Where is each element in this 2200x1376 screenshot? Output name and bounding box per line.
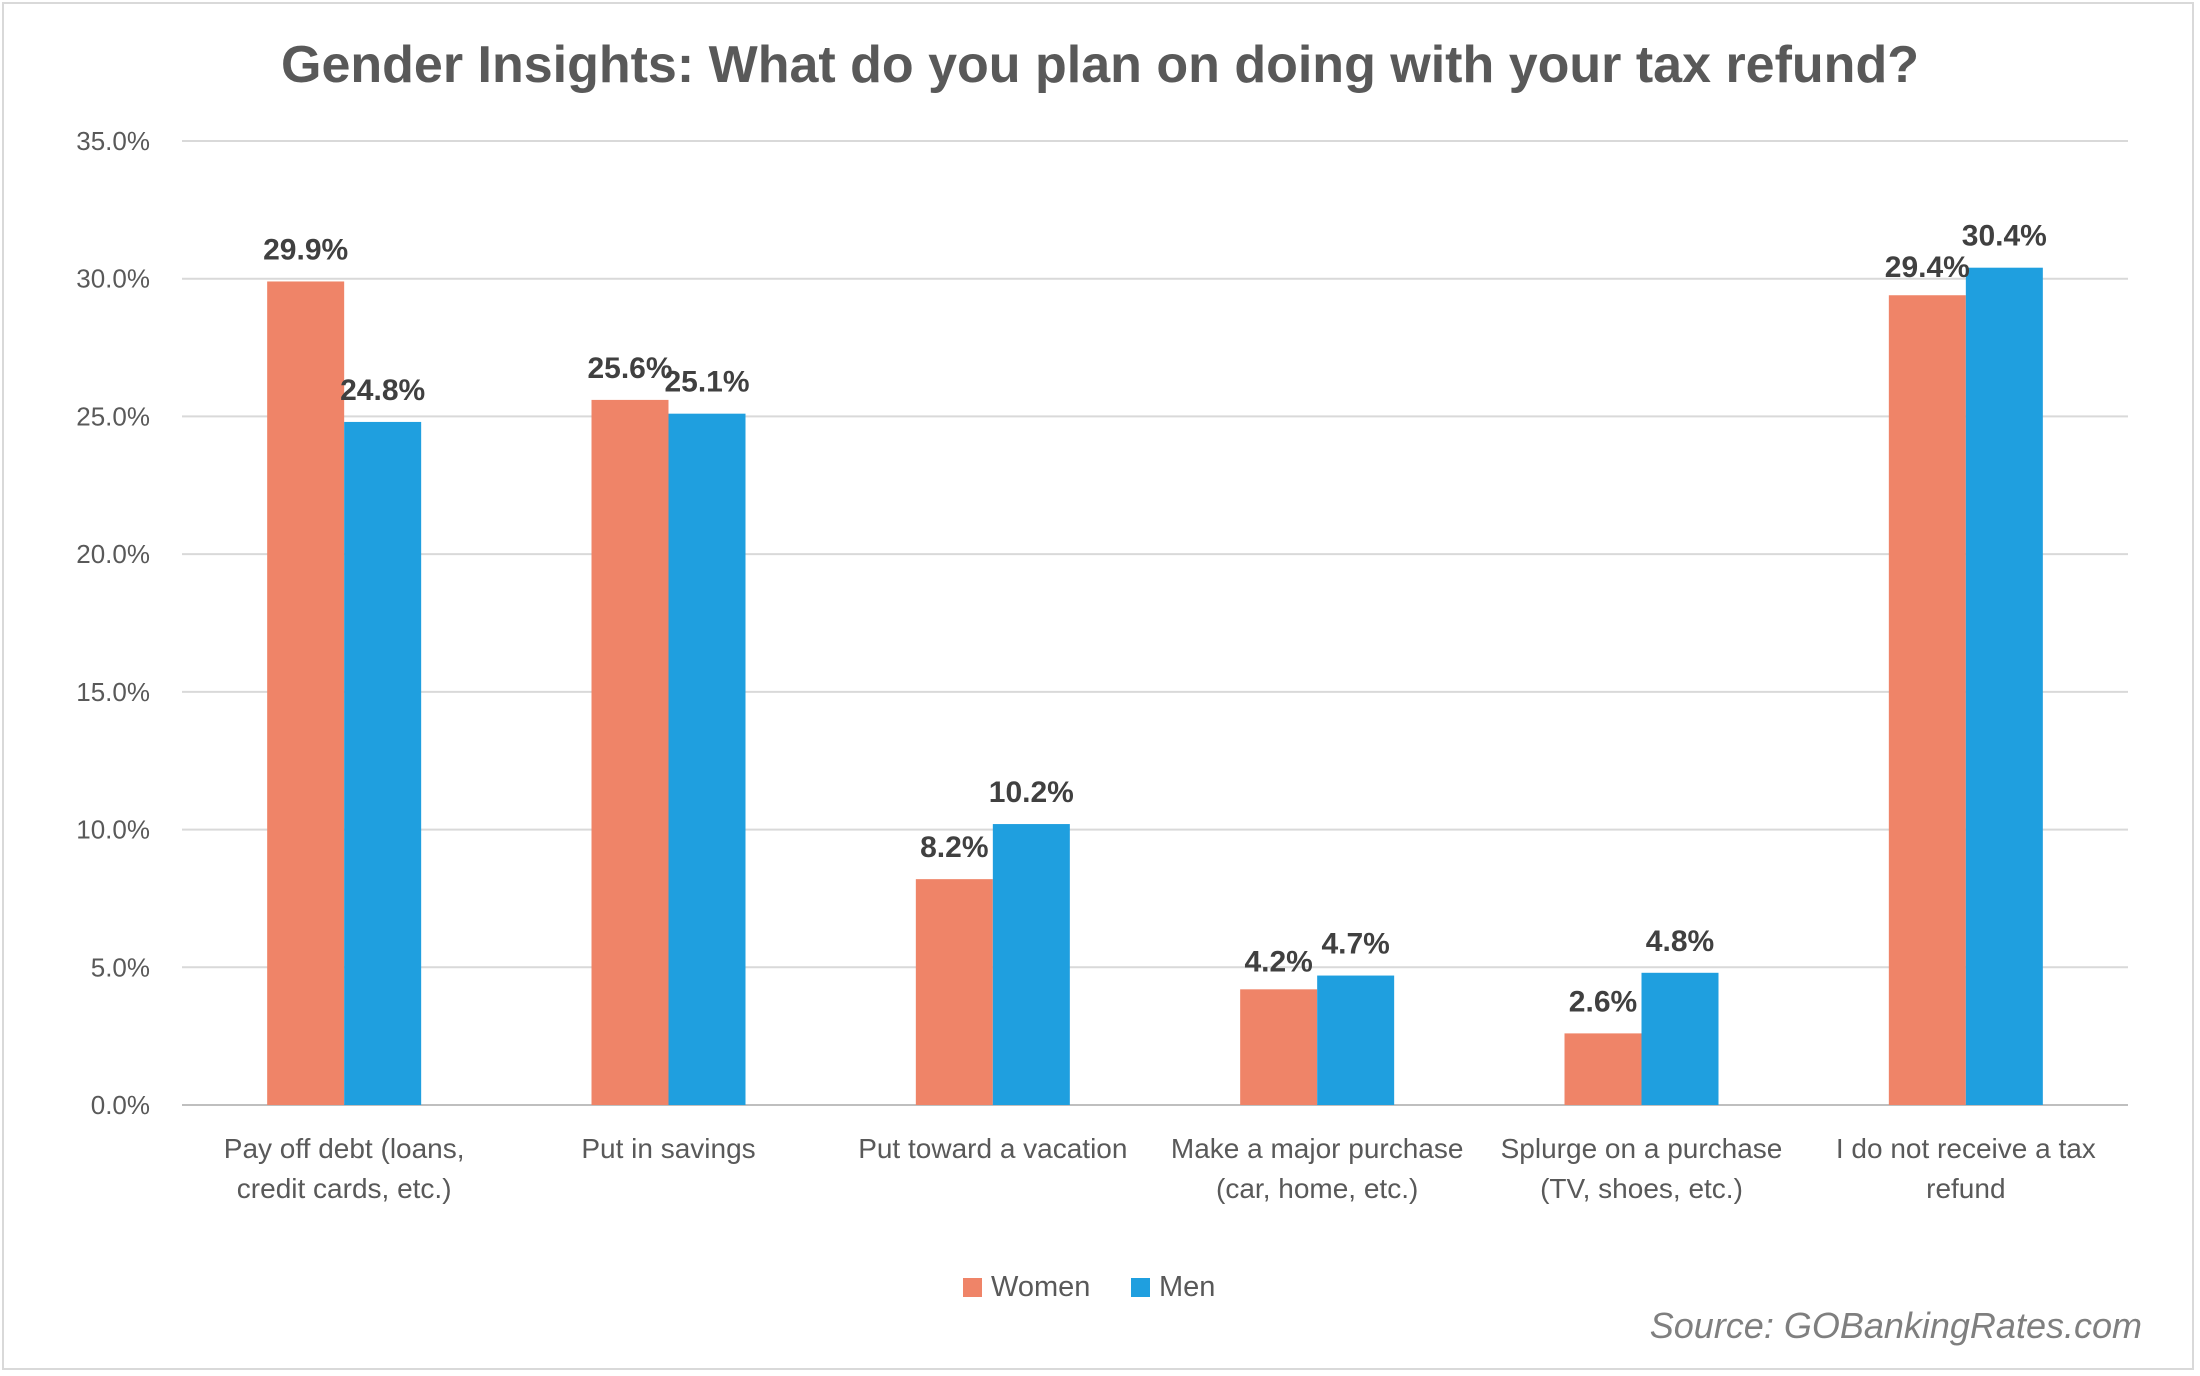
bars	[267, 267, 2043, 1106]
bar-men	[1317, 975, 1395, 1105]
data-label: 4.8%	[1646, 925, 1714, 958]
data-labels: 29.9% 24.8% 25.6%25.1% 8.2%10.2% 4.2% 4.7% 2.6…	[263, 220, 2047, 1019]
x-tick-label: Put toward a vacation	[858, 1133, 1127, 1164]
chart-title: Gender Insights: What do you plan on doi…	[281, 36, 1919, 94]
data-label: 4.7%	[1321, 928, 1389, 961]
x-tick-label: I do not receive a tax	[1836, 1133, 2096, 1164]
x-tick-label: Put in savings	[581, 1133, 755, 1164]
x-tick-label: Pay off debt (loans,	[224, 1133, 465, 1164]
data-label: 4.2%	[1244, 945, 1312, 978]
y-axis: 0.0% 5.0% 10.0% 15.0% 20.0% 25.0% 30.0% 35.0%	[76, 126, 150, 1120]
x-tick-label: (TV, shoes, etc.)	[1540, 1173, 1743, 1204]
bar-women	[267, 281, 345, 1105]
y-tick-label: 10.0%	[76, 815, 150, 845]
x-tick-label: Make a major purchase	[1171, 1133, 1464, 1164]
legend: Women Men	[963, 1271, 1215, 1303]
bar-men	[1965, 267, 2043, 1105]
legend-label-women: Women	[991, 1271, 1090, 1303]
y-tick-label: 5.0%	[91, 952, 150, 982]
bar-women	[591, 399, 669, 1106]
bar-men	[668, 413, 746, 1105]
bar-men	[1641, 972, 1719, 1105]
x-tick-label: credit cards, etc.)	[237, 1173, 452, 1204]
data-label: 29.4%	[1885, 251, 1970, 284]
data-label: 8.2%	[920, 831, 988, 864]
data-label: 24.8%	[340, 374, 425, 407]
data-label: 25.1%	[664, 366, 749, 399]
legend-swatch-men	[1131, 1278, 1150, 1297]
y-tick-label: 25.0%	[76, 401, 150, 431]
x-tick-label: (car, home, etc.)	[1216, 1173, 1418, 1204]
y-tick-label: 30.0%	[76, 264, 150, 294]
bar-men	[344, 421, 422, 1105]
data-label: 30.4%	[1962, 220, 2047, 253]
source-note: Source: GOBankingRates.com	[1650, 1305, 2142, 1346]
data-label: 2.6%	[1569, 985, 1637, 1018]
x-tick-label: refund	[1926, 1173, 2005, 1204]
legend-label-men: Men	[1159, 1271, 1215, 1303]
x-tick-label: Splurge on a purchase	[1501, 1133, 1783, 1164]
x-axis: Pay off debt (loans, credit cards, etc.) P…	[224, 1133, 2096, 1204]
y-tick-label: 0.0%	[91, 1090, 150, 1120]
data-label: 25.6%	[587, 352, 672, 385]
bar-men	[992, 824, 1070, 1105]
gridlines	[182, 140, 2128, 1106]
y-tick-label: 20.0%	[76, 539, 150, 569]
y-tick-label: 15.0%	[76, 677, 150, 707]
data-label: 29.9%	[263, 233, 348, 266]
bar-women	[1564, 1033, 1642, 1105]
data-label: 10.2%	[989, 776, 1074, 809]
legend-swatch-women	[963, 1278, 982, 1297]
bar-women	[1240, 989, 1318, 1105]
bar-women	[1888, 295, 1966, 1105]
y-tick-label: 35.0%	[76, 126, 150, 156]
bar-women	[915, 879, 993, 1105]
